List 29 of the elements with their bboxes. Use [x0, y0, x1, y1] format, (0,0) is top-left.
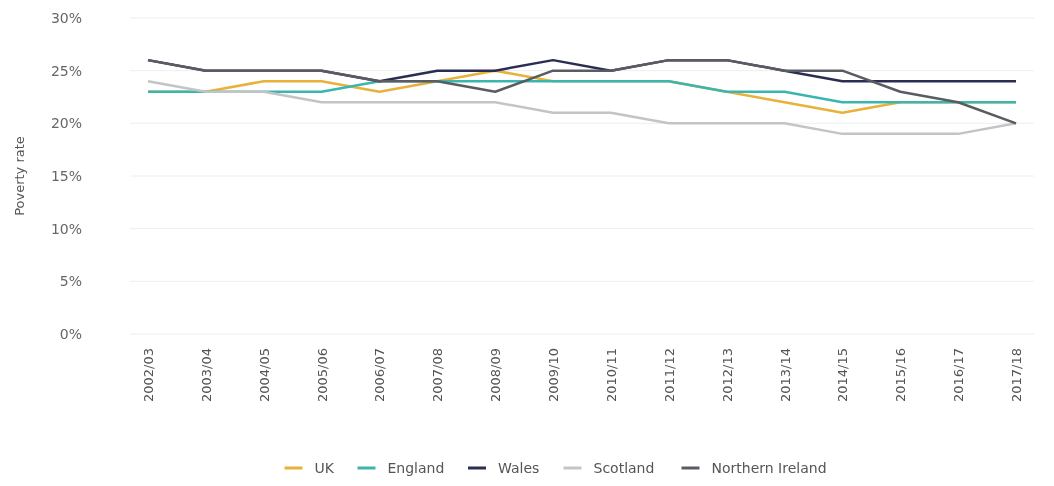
- legend-label: England: [387, 459, 445, 476]
- legend-label: UK: [314, 459, 335, 476]
- x-tick-label: 2017/18: [1009, 348, 1024, 403]
- y-tick-label: 5%: [59, 273, 82, 290]
- x-tick-label: 2016/17: [951, 348, 967, 403]
- y-tick-label: 15%: [50, 167, 82, 184]
- x-tick-label: 2002/03: [141, 348, 156, 403]
- x-tick-label: 2015/16: [893, 348, 909, 403]
- x-tick-label: 2004/05: [256, 348, 272, 403]
- legend-label: Northern Ireland: [711, 459, 827, 476]
- x-tick-label: 2008/09: [488, 348, 504, 403]
- x-tick-label: 2006/07: [372, 348, 388, 403]
- legend-label: Scotland: [593, 459, 655, 476]
- y-axis-title: Poverty rate: [12, 136, 27, 216]
- legend-label: Wales: [498, 459, 540, 476]
- y-tick-label: 30%: [50, 9, 82, 26]
- x-tick-label: 2005/06: [314, 348, 330, 403]
- y-tick-label: 20%: [50, 115, 82, 132]
- x-tick-label: 2009/10: [546, 348, 562, 403]
- x-tick-label: 2010/11: [603, 348, 619, 403]
- x-tick-label: 2011/12: [661, 348, 677, 403]
- x-tick-label: 2012/13: [719, 348, 735, 403]
- y-tick-label: 10%: [50, 220, 82, 237]
- x-tick-label: 2014/15: [835, 348, 851, 403]
- x-tick-label: 2013/14: [777, 348, 793, 403]
- y-tick-label: 25%: [50, 62, 82, 79]
- y-tick-label: 0%: [59, 325, 82, 342]
- x-tick-label: 2007/08: [430, 348, 446, 403]
- x-tick-label: 2003/04: [198, 348, 214, 403]
